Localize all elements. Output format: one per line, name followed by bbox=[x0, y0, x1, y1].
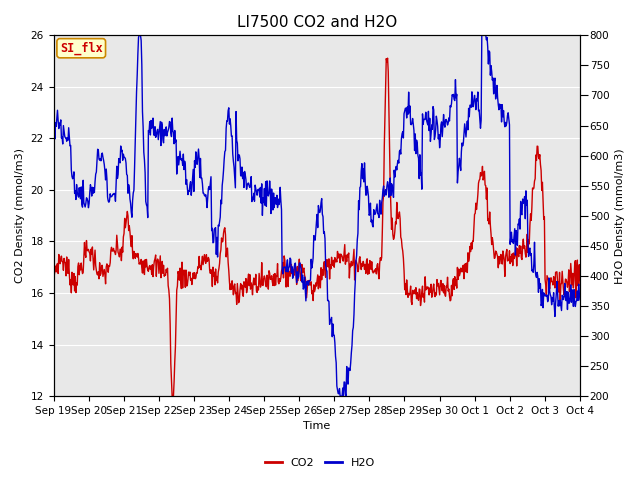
Legend: CO2, H2O: CO2, H2O bbox=[260, 453, 380, 472]
X-axis label: Time: Time bbox=[303, 421, 330, 432]
Y-axis label: CO2 Density (mmol/m3): CO2 Density (mmol/m3) bbox=[15, 148, 25, 283]
Text: SI_flx: SI_flx bbox=[60, 42, 102, 55]
Y-axis label: H2O Density (mmol/m3): H2O Density (mmol/m3) bbox=[615, 148, 625, 284]
Title: LI7500 CO2 and H2O: LI7500 CO2 and H2O bbox=[237, 15, 397, 30]
